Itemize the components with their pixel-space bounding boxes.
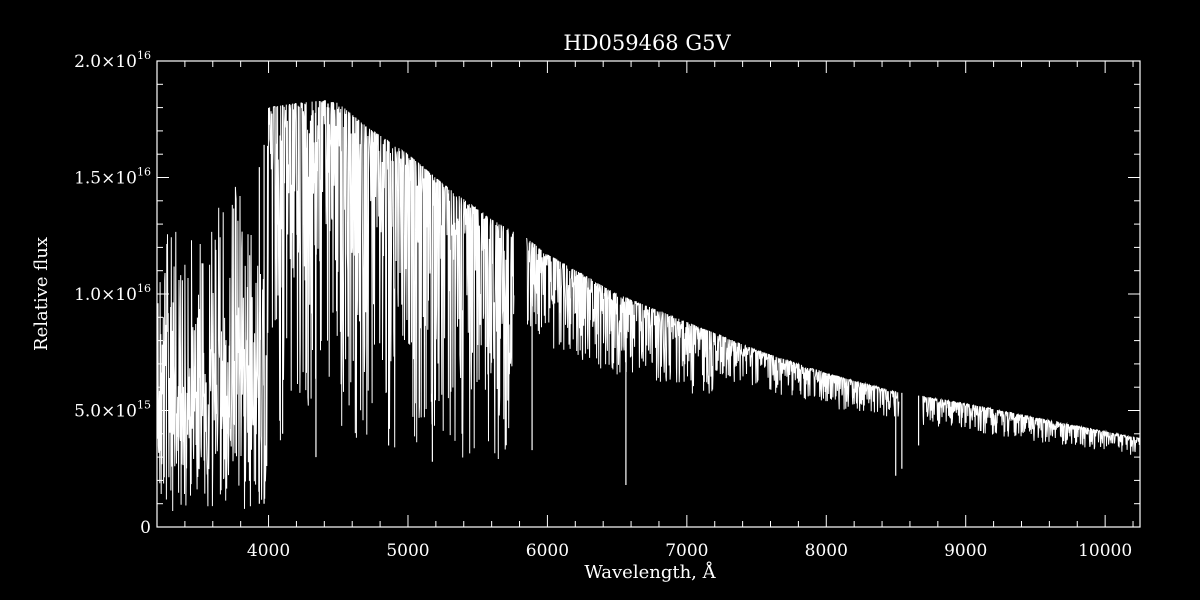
y-tick-label: 1.5×1016 (74, 166, 151, 189)
spectrum-line (526, 237, 900, 417)
x-tick-label: 10000 (1078, 541, 1132, 561)
y-tick-label: 5.0×1015 (74, 399, 151, 422)
axes: 4000 5000 6000 7000 8000 9000 10000 0 5.0×1015 1.… (74, 49, 1141, 561)
x-tick-label: 5000 (386, 541, 429, 561)
x-tick-label: 4000 (247, 541, 290, 561)
x-axis-label: Wavelength, Å (584, 561, 716, 583)
y-tick-label: 0 (140, 518, 151, 538)
x-tick-label: 9000 (944, 541, 987, 561)
y-tick-label: 1.0×1016 (74, 282, 151, 305)
y-tick-label: 2.0×1016 (74, 49, 151, 72)
spectrum-line (922, 395, 1141, 455)
x-tick-label: 7000 (665, 541, 708, 561)
x-tick-label: 6000 (526, 541, 569, 561)
spectrum-series (156, 100, 1141, 512)
chart-title: HD059468 G5V (563, 31, 731, 55)
y-axis-label: Relative flux (31, 237, 52, 351)
spectrum-line (156, 100, 515, 512)
x-tick-label: 8000 (805, 541, 848, 561)
